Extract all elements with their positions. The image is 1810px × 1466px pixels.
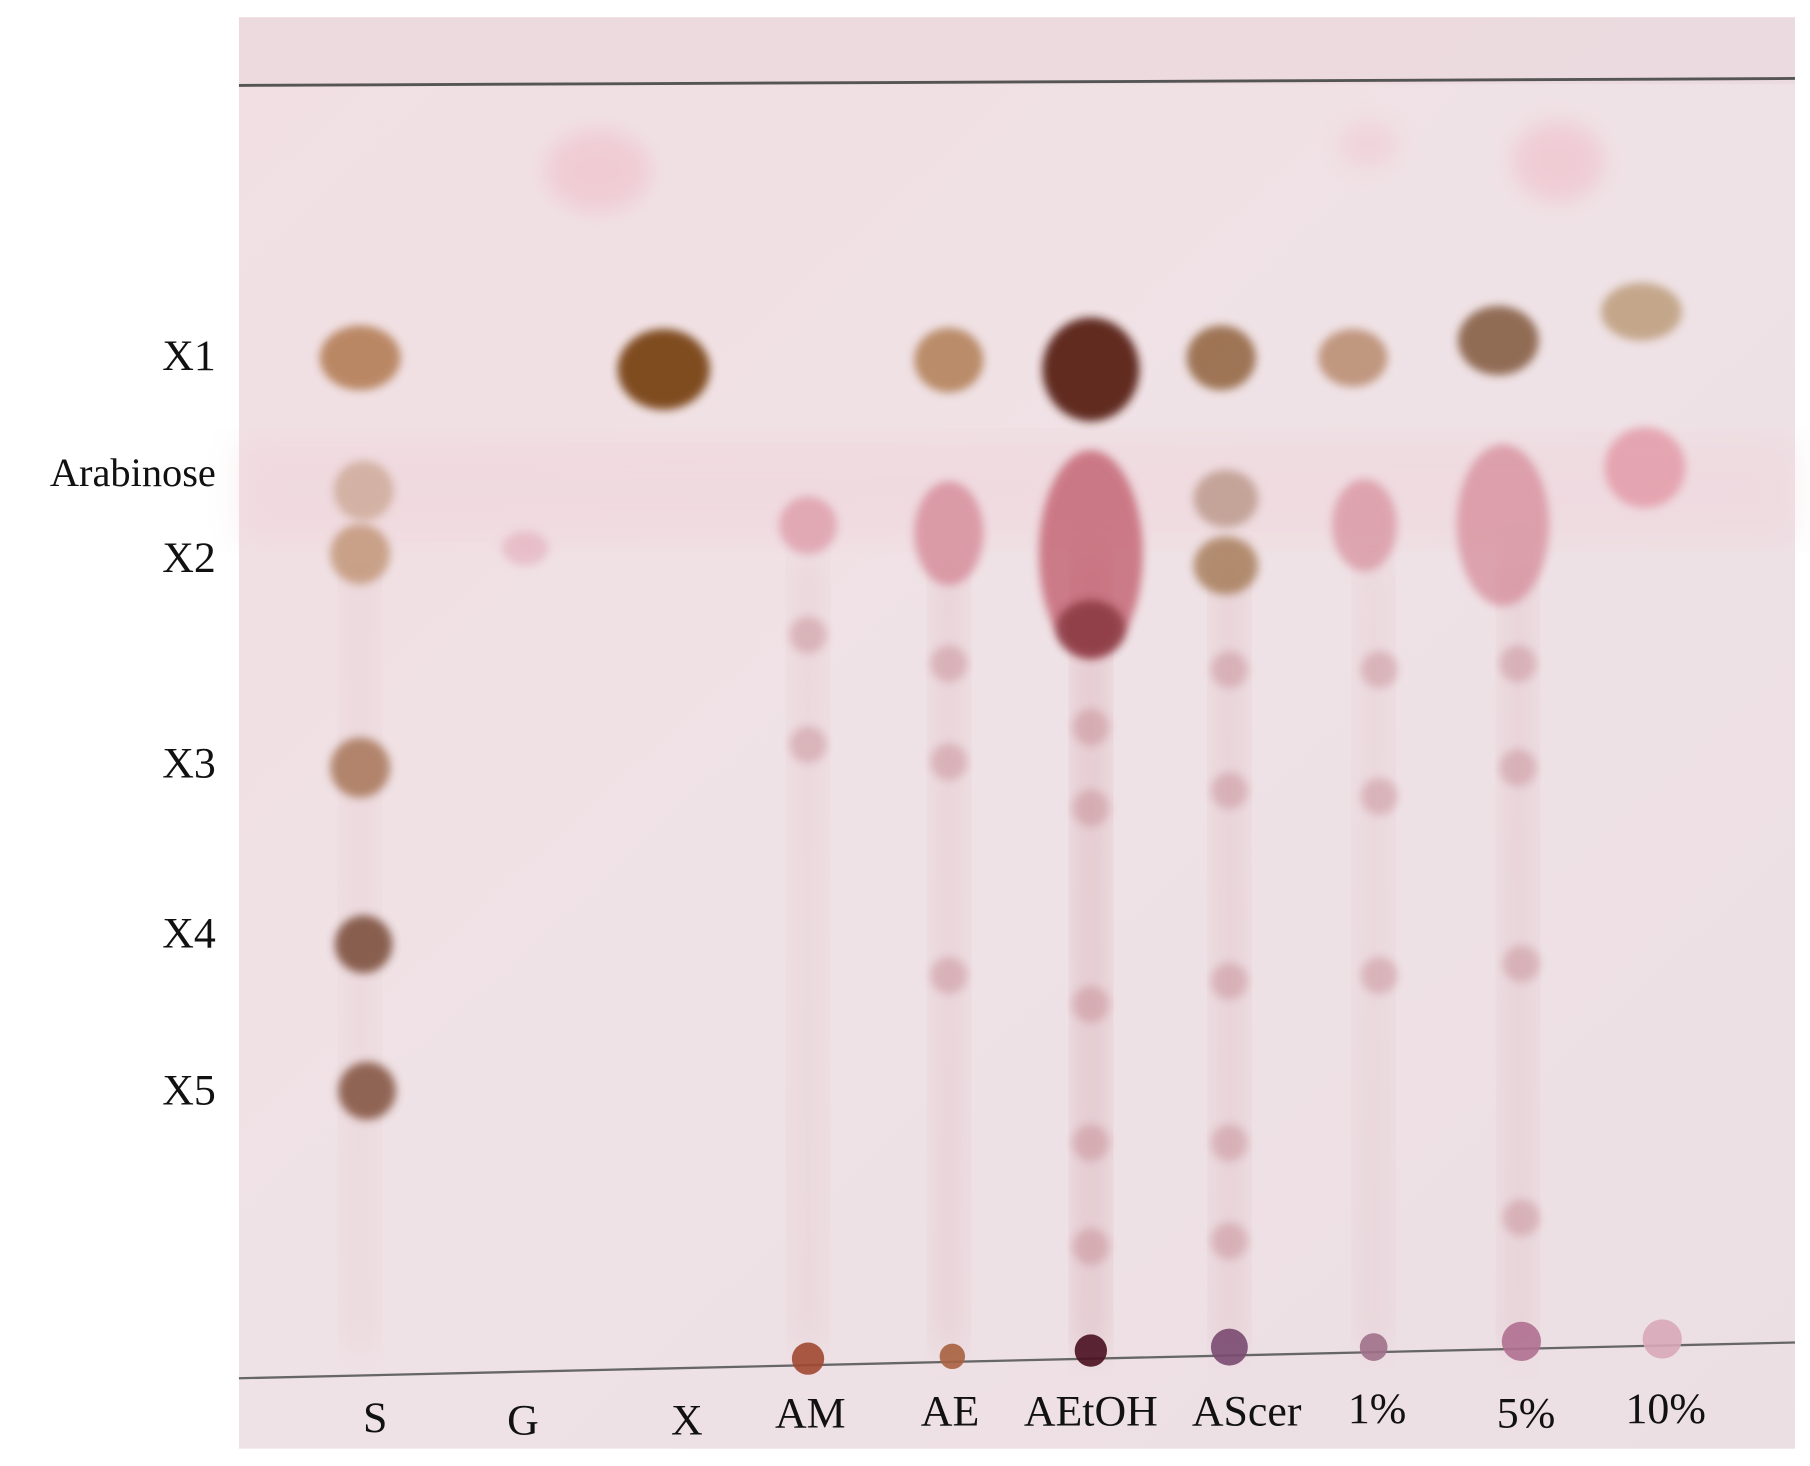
minor-spot	[1072, 1124, 1110, 1162]
lane-streak	[1076, 554, 1105, 1351]
minor-spot	[1210, 651, 1248, 688]
minor-spot	[930, 645, 968, 683]
spot	[617, 328, 710, 410]
minor-spot	[789, 726, 827, 764]
lane-streak	[794, 554, 822, 1351]
minor-spot	[1360, 651, 1398, 688]
lane-label: X	[671, 1397, 703, 1445]
minor-spot	[1072, 708, 1110, 746]
lane-label: AE	[921, 1387, 979, 1435]
origin-spot	[1501, 1321, 1542, 1361]
spot	[1601, 282, 1682, 341]
lane-label: AScer	[1192, 1387, 1302, 1435]
faint-spot	[1512, 121, 1605, 203]
origin-spot	[791, 1342, 825, 1375]
row-label: X3	[162, 740, 216, 788]
minor-spot	[1210, 1222, 1248, 1260]
minor-spot	[1360, 956, 1398, 994]
spot	[1193, 536, 1259, 595]
plate-top-band	[238, 17, 1795, 85]
minor-spot	[1499, 749, 1537, 787]
minor-spot	[1072, 1228, 1110, 1266]
lane-label: 1%	[1348, 1385, 1406, 1433]
spot	[1056, 600, 1126, 658]
spot	[1457, 305, 1539, 376]
spot	[330, 524, 391, 585]
spot	[1332, 479, 1397, 572]
minor-spot	[1072, 985, 1110, 1023]
row-label: X1	[162, 332, 216, 380]
tlc-plate	[238, 17, 1795, 1449]
spots	[319, 121, 1686, 1375]
origin-spot	[1642, 1319, 1682, 1359]
row-label: Arabinose	[50, 450, 216, 495]
minor-spot	[930, 743, 968, 781]
lane-label: 5%	[1497, 1390, 1555, 1438]
origin-spot	[939, 1343, 966, 1370]
spot	[914, 327, 984, 393]
spot	[334, 915, 393, 974]
origin-spot	[1074, 1334, 1108, 1367]
lane-streak	[935, 554, 963, 1351]
spot	[1042, 317, 1140, 422]
minor-spot	[1210, 1124, 1248, 1162]
faint-spot	[546, 130, 650, 212]
minor-spot	[1072, 789, 1110, 827]
spot	[333, 460, 394, 521]
minor-spot	[1210, 772, 1248, 810]
spot	[502, 530, 549, 566]
minor-spot	[789, 616, 827, 654]
minor-spot	[1499, 645, 1537, 683]
lane-label: AM	[775, 1390, 846, 1438]
minor-spot	[1210, 962, 1248, 1000]
spot	[319, 325, 401, 391]
spot	[338, 1061, 396, 1120]
origin-spot	[1359, 1333, 1388, 1361]
minor-spot	[1360, 778, 1398, 815]
spot	[1186, 325, 1256, 391]
minor-spot	[1502, 945, 1540, 983]
spot	[1604, 427, 1686, 508]
spot	[914, 481, 984, 586]
plate-tint	[238, 438, 1795, 543]
row-label: X5	[162, 1066, 216, 1114]
spot	[1038, 450, 1143, 658]
lane-label: AEtOH	[1024, 1387, 1158, 1435]
labels: X1 Arabinose X2 X3 X4 X5 S G X AM AE AEtOH AScer 1% 5%…	[50, 332, 1706, 1444]
spot	[779, 496, 837, 555]
solvent-front	[238, 77, 1795, 87]
row-label: X2	[162, 534, 216, 582]
lane-label: S	[363, 1394, 387, 1442]
row-label: X4	[162, 909, 216, 957]
minor-spot	[930, 956, 968, 994]
minor-spot	[1502, 1199, 1540, 1237]
spot	[1318, 328, 1388, 387]
spot	[1193, 469, 1259, 528]
faint-spot	[1339, 121, 1397, 168]
lane-label: G	[507, 1397, 539, 1445]
spot	[1456, 444, 1550, 607]
origin-spot	[1210, 1328, 1248, 1366]
lane-label: 10%	[1626, 1385, 1706, 1433]
spot	[330, 737, 391, 798]
